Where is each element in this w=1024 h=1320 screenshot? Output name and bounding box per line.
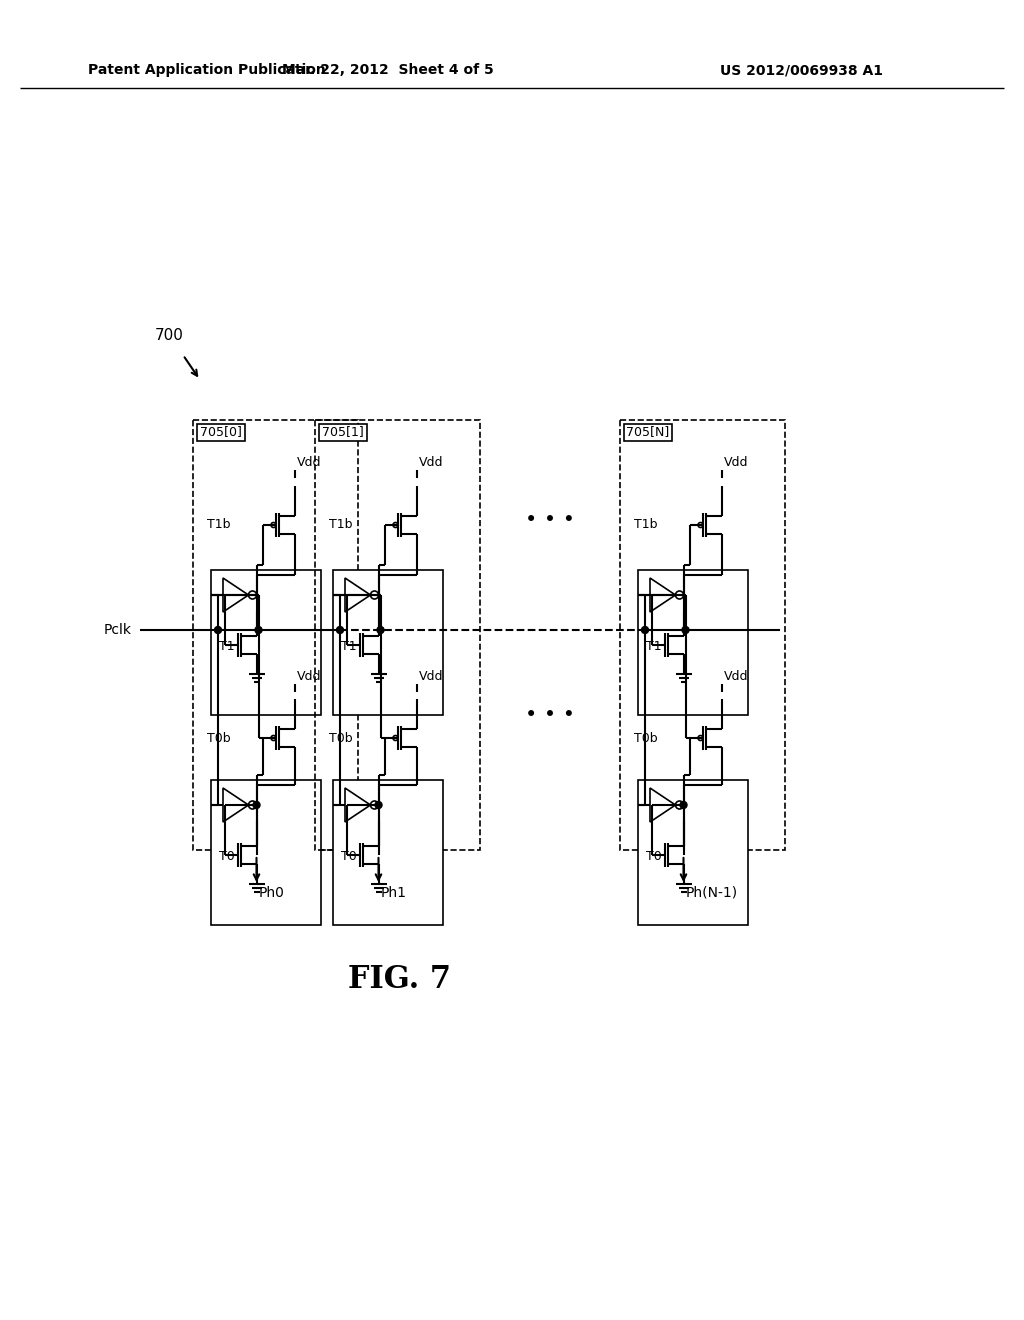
Text: T0: T0 (219, 850, 234, 863)
Circle shape (641, 627, 648, 634)
Circle shape (373, 626, 381, 634)
Text: 705[0]: 705[0] (200, 425, 242, 438)
Circle shape (249, 801, 256, 809)
Text: 700: 700 (155, 327, 184, 342)
Circle shape (682, 627, 689, 634)
Text: T0b: T0b (207, 731, 230, 744)
Bar (333, 570, 443, 715)
Text: Vdd: Vdd (297, 457, 321, 470)
Polygon shape (652, 612, 678, 647)
Bar (638, 570, 748, 715)
Circle shape (371, 591, 379, 599)
Text: T0b: T0b (329, 731, 352, 744)
Polygon shape (345, 578, 371, 612)
Circle shape (214, 627, 221, 634)
Circle shape (676, 591, 683, 599)
Text: Vdd: Vdd (419, 457, 443, 470)
Text: T0: T0 (646, 850, 662, 863)
Circle shape (680, 801, 687, 808)
Text: 705[1]: 705[1] (323, 425, 364, 438)
Bar (193, 420, 358, 850)
Polygon shape (650, 578, 676, 612)
Polygon shape (345, 788, 371, 822)
Circle shape (255, 627, 262, 634)
Text: US 2012/0069938 A1: US 2012/0069938 A1 (720, 63, 883, 77)
Text: Ph0: Ph0 (258, 886, 285, 900)
Text: Ph(N-1): Ph(N-1) (685, 886, 737, 900)
Text: Vdd: Vdd (297, 671, 321, 684)
Circle shape (678, 626, 685, 634)
Circle shape (253, 801, 260, 808)
Circle shape (337, 627, 343, 634)
Circle shape (271, 735, 276, 741)
Circle shape (371, 801, 379, 809)
Circle shape (375, 801, 382, 808)
Text: • • •: • • • (525, 705, 575, 725)
Polygon shape (650, 788, 676, 822)
Circle shape (249, 591, 256, 599)
Polygon shape (225, 612, 251, 647)
Text: 705[N]: 705[N] (627, 425, 670, 438)
Bar (319, 424, 367, 441)
Bar (197, 424, 245, 441)
Circle shape (676, 801, 683, 809)
Text: Vdd: Vdd (724, 671, 748, 684)
Text: Vdd: Vdd (419, 671, 443, 684)
Text: T1: T1 (646, 640, 662, 653)
Text: T1b: T1b (329, 519, 352, 532)
Circle shape (271, 523, 276, 528)
Text: T0: T0 (341, 850, 356, 863)
Text: T1b: T1b (634, 519, 657, 532)
Bar (211, 780, 321, 925)
Text: T1: T1 (219, 640, 234, 653)
Circle shape (698, 735, 703, 741)
Text: T0b: T0b (634, 731, 657, 744)
Circle shape (393, 523, 398, 528)
Circle shape (698, 523, 703, 528)
Bar (620, 420, 785, 850)
Polygon shape (223, 578, 249, 612)
Circle shape (393, 735, 398, 741)
Text: T1: T1 (341, 640, 356, 653)
Bar (624, 424, 672, 441)
Bar (211, 570, 321, 715)
Text: Patent Application Publication: Patent Application Publication (88, 63, 326, 77)
Polygon shape (347, 612, 373, 647)
Text: Mar. 22, 2012  Sheet 4 of 5: Mar. 22, 2012 Sheet 4 of 5 (283, 63, 494, 77)
Text: FIG. 7: FIG. 7 (348, 965, 452, 995)
Bar (333, 780, 443, 925)
Circle shape (377, 627, 384, 634)
Text: • • •: • • • (525, 510, 575, 531)
Text: Vdd: Vdd (724, 457, 748, 470)
Text: Pclk: Pclk (104, 623, 132, 638)
Bar (638, 780, 748, 925)
Text: T1b: T1b (207, 519, 230, 532)
Text: Ph1: Ph1 (381, 886, 407, 900)
Polygon shape (223, 788, 249, 822)
Circle shape (251, 626, 258, 634)
Bar (315, 420, 480, 850)
